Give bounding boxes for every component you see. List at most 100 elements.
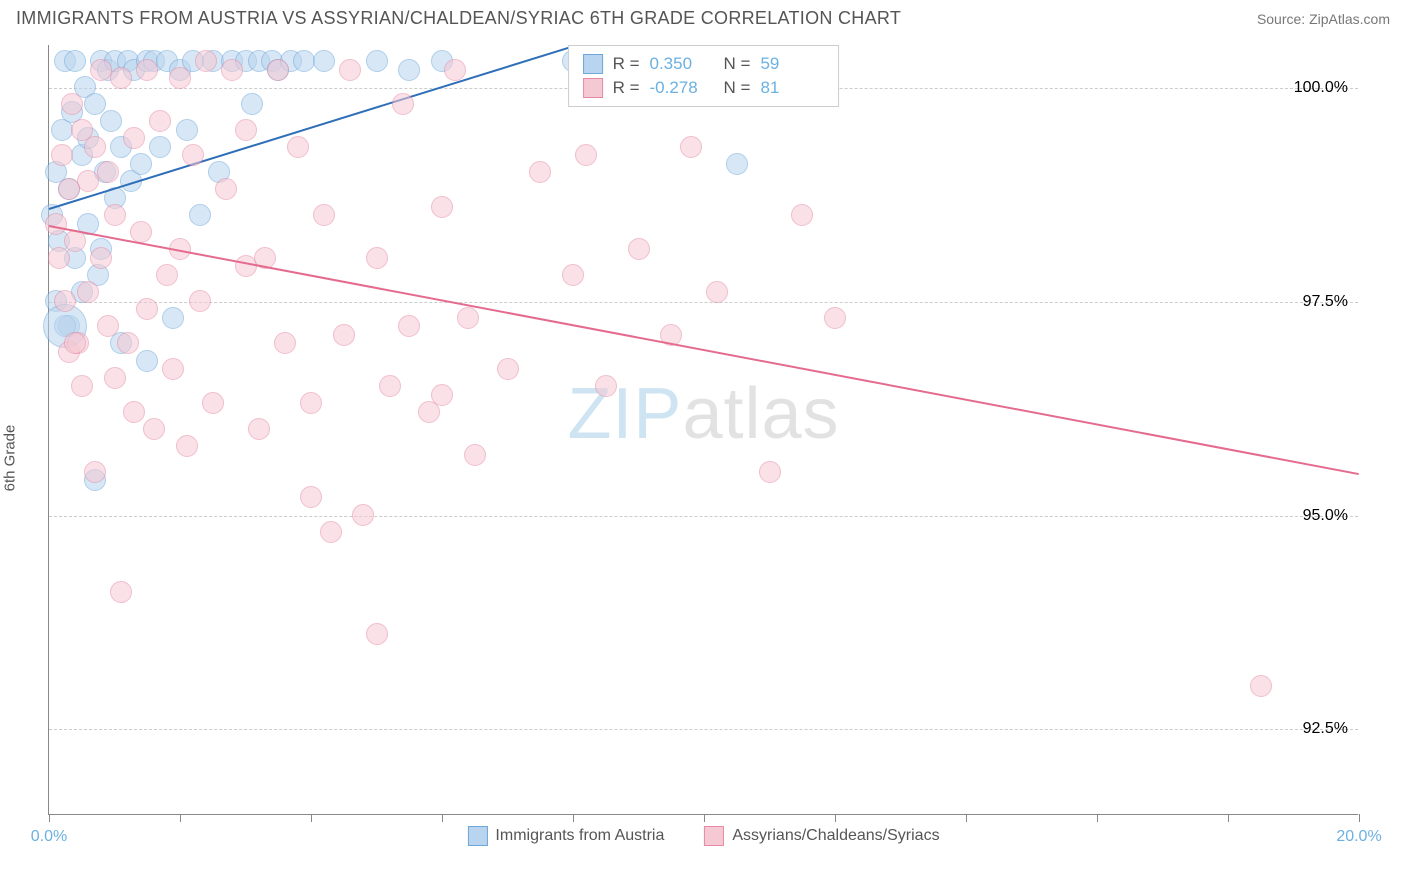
data-point (189, 204, 211, 226)
data-point (300, 392, 322, 414)
data-point (130, 153, 152, 175)
data-point (320, 521, 342, 543)
data-point (248, 418, 270, 440)
data-point (392, 93, 414, 115)
data-point (202, 392, 224, 414)
data-point (759, 461, 781, 483)
data-point (162, 358, 184, 380)
data-point (824, 307, 846, 329)
data-point (136, 298, 158, 320)
legend-swatch (467, 826, 487, 846)
data-point (182, 144, 204, 166)
data-point (215, 178, 237, 200)
x-tick (704, 814, 705, 822)
data-point (162, 307, 184, 329)
data-point (497, 358, 519, 380)
r-value: 0.350 (650, 54, 714, 74)
data-point (136, 59, 158, 81)
data-point (726, 153, 748, 175)
legend-swatch (583, 54, 603, 74)
data-point (791, 204, 813, 226)
data-point (706, 281, 728, 303)
data-point (176, 435, 198, 457)
n-label: N = (724, 78, 751, 98)
data-point (575, 144, 597, 166)
data-point (45, 213, 67, 235)
trend-line (49, 225, 1359, 475)
data-point (464, 444, 486, 466)
data-point (1250, 675, 1272, 697)
plot-area: ZIPatlas R =0.350N =59R =-0.278N =81 92.… (48, 45, 1358, 815)
data-point (100, 110, 122, 132)
grid-line (49, 516, 1358, 517)
legend-swatch (704, 826, 724, 846)
x-tick (966, 814, 967, 822)
data-point (267, 59, 289, 81)
x-tick (49, 814, 50, 822)
data-point (169, 67, 191, 89)
data-point (97, 315, 119, 337)
data-point (680, 136, 702, 158)
data-point (195, 50, 217, 72)
data-point (431, 196, 453, 218)
data-point (104, 367, 126, 389)
data-point (431, 384, 453, 406)
chart-container: 6th Grade ZIPatlas R =0.350N =59R =-0.27… (0, 33, 1406, 883)
r-label: R = (613, 78, 640, 98)
data-point (90, 247, 112, 269)
legend-swatch (583, 78, 603, 98)
x-tick-label: 20.0% (1336, 828, 1381, 846)
data-point (176, 119, 198, 141)
x-tick (311, 814, 312, 822)
legend-label: Immigrants from Austria (495, 827, 664, 845)
n-value: 81 (760, 78, 824, 98)
data-point (143, 418, 165, 440)
chart-title: IMMIGRANTS FROM AUSTRIA VS ASSYRIAN/CHAL… (16, 8, 901, 29)
data-point (84, 136, 106, 158)
watermark-suffix: atlas (682, 374, 839, 454)
y-tick-label: 97.5% (1303, 293, 1348, 311)
data-point (398, 315, 420, 337)
grid-line (49, 729, 1358, 730)
x-tick (1228, 814, 1229, 822)
r-label: R = (613, 54, 640, 74)
watermark-prefix: ZIP (567, 374, 682, 454)
stats-row: R =0.350N =59 (583, 52, 825, 76)
data-point (457, 307, 479, 329)
data-point (110, 67, 132, 89)
data-point (64, 50, 86, 72)
data-point (352, 504, 374, 526)
data-point (149, 136, 171, 158)
data-point (54, 290, 76, 312)
data-point (313, 50, 335, 72)
data-point (189, 290, 211, 312)
data-point (84, 93, 106, 115)
data-point (156, 264, 178, 286)
data-point (61, 93, 83, 115)
data-point (117, 332, 139, 354)
y-tick-label: 92.5% (1303, 720, 1348, 738)
x-tick-label: 0.0% (31, 828, 67, 846)
data-point (398, 59, 420, 81)
data-point (241, 93, 263, 115)
data-point (366, 247, 388, 269)
data-point (71, 375, 93, 397)
chart-source: Source: ZipAtlas.com (1257, 11, 1390, 27)
data-point (628, 238, 650, 260)
data-point (595, 375, 617, 397)
data-point (58, 178, 80, 200)
data-point (77, 281, 99, 303)
x-tick (573, 814, 574, 822)
x-tick (835, 814, 836, 822)
stats-row: R =-0.278N =81 (583, 76, 825, 100)
y-tick-label: 95.0% (1303, 507, 1348, 525)
x-tick (180, 814, 181, 822)
y-tick-label: 100.0% (1294, 79, 1348, 97)
data-point (313, 204, 335, 226)
legend-item: Assyrians/Chaldeans/Syriacs (704, 826, 939, 846)
data-point (274, 332, 296, 354)
data-point (366, 50, 388, 72)
data-point (84, 461, 106, 483)
data-point (366, 623, 388, 645)
data-point (287, 136, 309, 158)
